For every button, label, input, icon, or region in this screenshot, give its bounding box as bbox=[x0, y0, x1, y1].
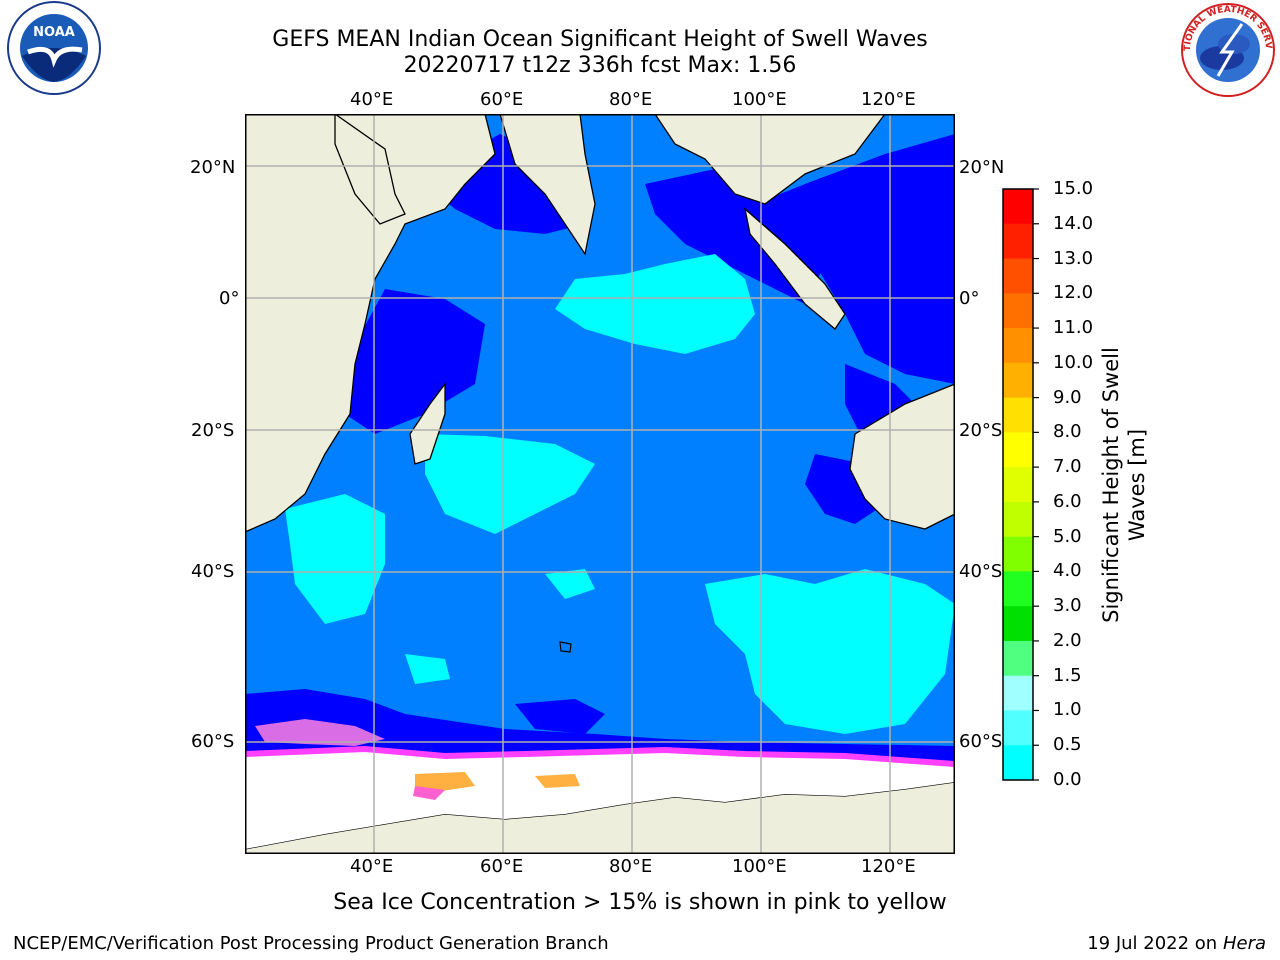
colorbar-swatch bbox=[1003, 328, 1033, 364]
colorbar-tick-label: 1.0 bbox=[1053, 699, 1082, 721]
land bbox=[245, 114, 955, 854]
colorbar-tick-label: 10.0 bbox=[1053, 351, 1094, 373]
footer-host: Hera bbox=[1222, 933, 1266, 954]
lon-label-bottom-60e: 60°E bbox=[480, 856, 524, 877]
lat-label-left-20s: 20°S bbox=[191, 420, 235, 441]
lon-label-bottom-120e: 120°E bbox=[861, 856, 916, 877]
colorbar-tick-label: 2.0 bbox=[1053, 629, 1082, 651]
colorbar-tick-label: 4.0 bbox=[1053, 560, 1082, 582]
lon-label-bottom-100e: 100°E bbox=[732, 856, 787, 877]
colorbar-swatch bbox=[1003, 258, 1033, 294]
lon-label-top-100e: 100°E bbox=[732, 89, 787, 110]
lon-label-bottom-40e: 40°E bbox=[350, 856, 394, 877]
graticule bbox=[245, 114, 955, 854]
noaa-logo: NOAA bbox=[7, 1, 101, 95]
colorbar-swatch bbox=[1003, 640, 1033, 677]
high-swell-zones bbox=[285, 254, 955, 734]
colorbar-tick-label: 0.0 bbox=[1053, 769, 1082, 790]
colorbar-tick-label: 14.0 bbox=[1053, 212, 1094, 234]
lat-label-right-0: 0° bbox=[959, 288, 980, 309]
colorbar-swatch bbox=[1003, 223, 1033, 260]
colorbar-swatch bbox=[1003, 293, 1033, 329]
colorbar-tick-label: 0.5 bbox=[1053, 734, 1082, 756]
footer-date: 19 Jul 2022 on Hera bbox=[1087, 933, 1266, 954]
colorbar-title: Significant Height of Swell Waves [m] bbox=[1099, 347, 1149, 623]
footer-producer: NCEP/EMC/Verification Post Processing Pr… bbox=[13, 933, 609, 954]
colorbar-swatch bbox=[1003, 362, 1033, 399]
colorbar bbox=[1002, 188, 1039, 781]
colorbar-swatch bbox=[1003, 745, 1033, 781]
lat-label-right-40s: 40°S bbox=[959, 561, 1003, 582]
colorbar-tick-label: 8.0 bbox=[1053, 421, 1082, 443]
colorbar-tick-label: 11.0 bbox=[1053, 317, 1094, 339]
colorbar-tick-label: 7.0 bbox=[1053, 456, 1082, 478]
lon-label-top-60e: 60°E bbox=[480, 89, 524, 110]
noaa-logo-text: NOAA bbox=[33, 25, 75, 40]
colorbar-swatch bbox=[1003, 710, 1033, 746]
colorbar-tick-label: 5.0 bbox=[1053, 525, 1082, 547]
map-subtitle: 20220717 t12z 336h fcst Max: 1.56 bbox=[403, 53, 797, 78]
footer-date-text: 19 Jul 2022 on bbox=[1087, 933, 1218, 954]
map-title: GEFS MEAN Indian Ocean Significant Heigh… bbox=[272, 27, 928, 52]
colorbar-tick-label: 9.0 bbox=[1053, 386, 1082, 408]
colorbar-swatch bbox=[1003, 397, 1033, 433]
lat-label-left-20n: 20°N bbox=[190, 157, 236, 178]
colorbar-swatch bbox=[1003, 432, 1033, 468]
colorbar-tick-label: 3.0 bbox=[1053, 595, 1082, 617]
lat-label-left-60s: 60°S bbox=[191, 731, 235, 752]
colorbar-tick-label: 13.0 bbox=[1053, 247, 1094, 269]
wave-height-map bbox=[245, 114, 955, 854]
lon-label-top-120e: 120°E bbox=[861, 89, 916, 110]
colorbar-swatch bbox=[1003, 571, 1033, 607]
lon-label-bottom-80e: 80°E bbox=[609, 856, 653, 877]
sea-ice-caption-wrap: Sea Ice Concentration > 15% is shown in … bbox=[0, 890, 1280, 915]
lat-label-right-20s: 20°S bbox=[959, 420, 1003, 441]
nws-logo: NATIONAL WEATHER SERVICE bbox=[1178, 2, 1275, 97]
colorbar-tick-label: 6.0 bbox=[1053, 490, 1082, 512]
lon-label-top-40e: 40°E bbox=[350, 89, 394, 110]
colorbar-tick-label: 12.0 bbox=[1053, 282, 1094, 304]
colorbar-swatch bbox=[1003, 536, 1033, 572]
sea-ice bbox=[245, 719, 955, 849]
colorbar-tick-label: 1.5 bbox=[1053, 664, 1082, 686]
colorbar-swatch bbox=[1003, 189, 1033, 225]
colorbar-swatch bbox=[1003, 675, 1033, 711]
colorbar-swatch bbox=[1003, 501, 1033, 538]
lat-label-right-20n: 20°N bbox=[959, 157, 1005, 178]
colorbar-swatch bbox=[1003, 606, 1033, 642]
lat-label-right-60s: 60°S bbox=[959, 731, 1003, 752]
lat-label-left-0: 0° bbox=[219, 288, 240, 309]
kerguelen-island bbox=[559, 641, 572, 653]
colorbar-tick-label: 15.0 bbox=[1053, 178, 1094, 199]
lat-label-left-40s: 40°S bbox=[191, 561, 235, 582]
lon-label-top-80e: 80°E bbox=[609, 89, 653, 110]
map-frame bbox=[245, 114, 955, 854]
sea-ice-caption: Sea Ice Concentration > 15% is shown in … bbox=[333, 890, 947, 915]
colorbar-swatch bbox=[1003, 467, 1033, 503]
